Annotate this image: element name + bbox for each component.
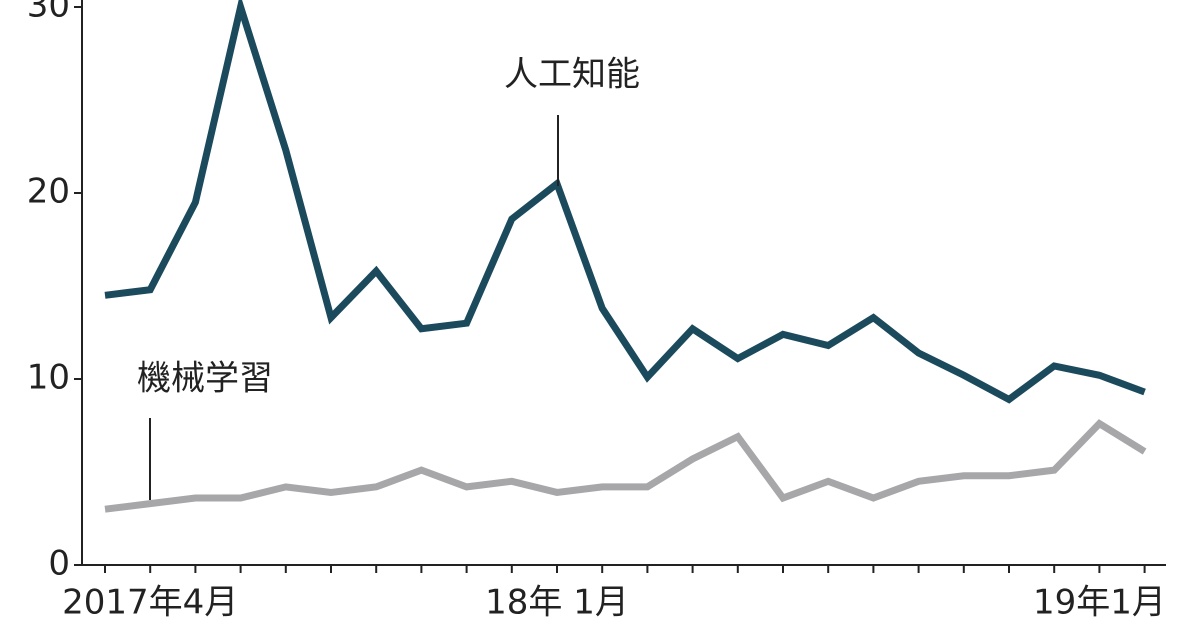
series-line: [104, 0, 1146, 404]
legend-label: 人工知能: [504, 55, 640, 95]
series-line: [104, 419, 1147, 513]
y-tick-label: 10: [27, 358, 70, 398]
y-tick-label: 20: [27, 172, 70, 212]
y-tick-label: 30: [27, 0, 70, 26]
y-tick-label: 0: [48, 544, 70, 584]
x-tick-label: 18年 1月: [485, 583, 629, 623]
legend-label: 機械学習: [137, 359, 273, 399]
x-tick-label: 19年1月: [1033, 583, 1166, 623]
x-tick-label: 2017年4月: [62, 583, 238, 623]
